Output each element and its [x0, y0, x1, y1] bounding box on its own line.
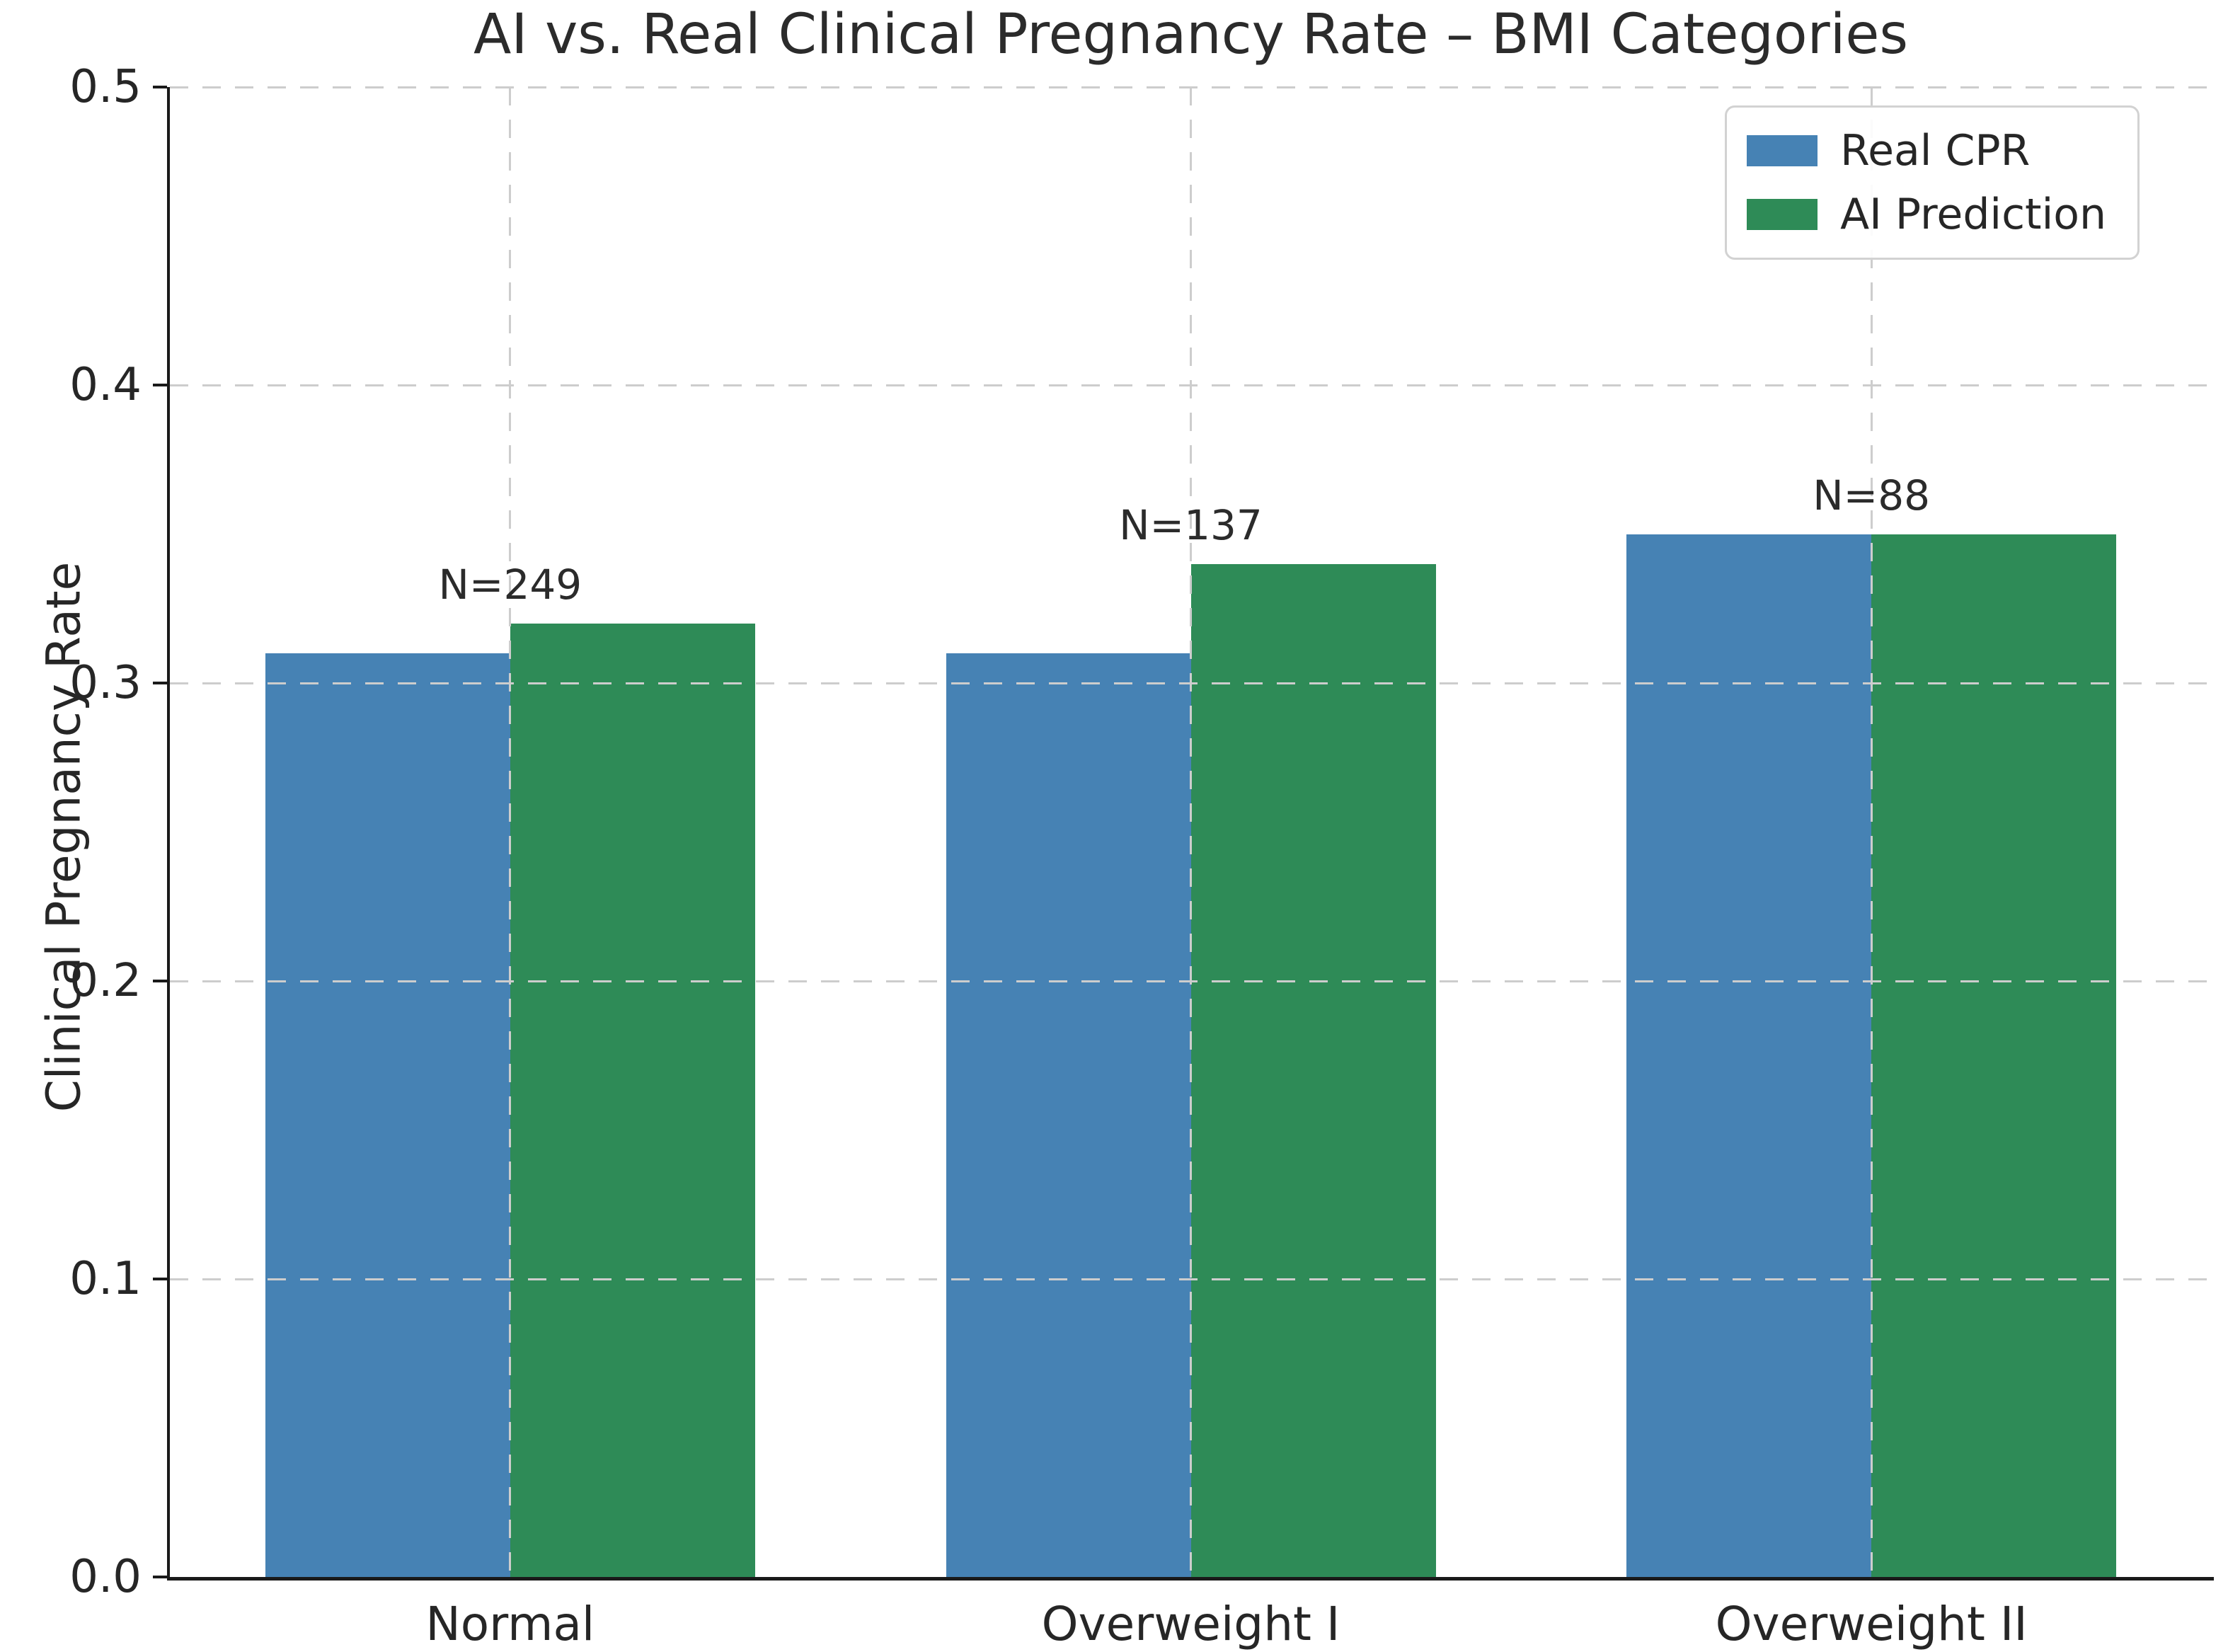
x-gridline-Overweight II [1870, 87, 1873, 1577]
legend-item-ai-prediction: AI Prediction [1747, 190, 2106, 239]
x-axis-label-Overweight II: Overweight II [1715, 1597, 2028, 1651]
legend-label-real-cpr: Real CPR [1840, 126, 2031, 176]
y-tick-mark-0.0 [153, 1576, 167, 1578]
bar-real-cpr-Normal [265, 653, 510, 1577]
legend-label-ai-prediction: AI Prediction [1840, 190, 2106, 239]
y-axis-spine [167, 87, 170, 1581]
legend-swatch-real-cpr [1747, 135, 1818, 166]
x-axis-label-Overweight I: Overweight I [1041, 1597, 1340, 1651]
y-tick-label-0.3: 0.3 [69, 657, 142, 709]
y-tick-mark-0.5 [153, 86, 167, 88]
y-tick-label-0.0: 0.0 [69, 1551, 142, 1603]
y-tick-label-0.5: 0.5 [69, 61, 142, 113]
legend-item-real-cpr: Real CPR [1747, 126, 2106, 176]
bar-real-cpr-Overweight II [1626, 534, 1872, 1577]
annotation-N=249: N=249 [438, 560, 582, 609]
legend: Real CPR AI Prediction [1725, 105, 2140, 260]
bar-ai-prediction-Overweight I [1190, 563, 1436, 1577]
legend-swatch-ai-prediction [1747, 199, 1818, 230]
x-axis-label-Normal: Normal [425, 1597, 595, 1651]
bar-ai-prediction-Overweight II [1871, 534, 2117, 1577]
annotation-N=137: N=137 [1119, 500, 1263, 549]
x-gridline-Normal [509, 87, 512, 1577]
chart-title: AI vs. Real Clinical Pregnancy Rate – BM… [473, 3, 1909, 67]
y-tick-mark-0.2 [153, 980, 167, 982]
annotation-N=88: N=88 [1813, 471, 1931, 520]
x-gridline-Overweight I [1190, 87, 1192, 1577]
y-tick-mark-0.4 [153, 384, 167, 386]
y-tick-label-0.4: 0.4 [69, 359, 142, 411]
plot-area: Real CPR AI Prediction N=249 N=137 N=88 [170, 86, 2212, 1577]
y-axis-label: Clinical Pregnancy Rate [36, 561, 91, 1113]
y-tick-mark-0.3 [153, 682, 167, 684]
bar-ai-prediction-Normal [510, 623, 755, 1577]
y-tick-label-0.2: 0.2 [69, 955, 142, 1007]
x-axis-spine [167, 1577, 2214, 1581]
bar-real-cpr-Overweight I [946, 653, 1191, 1577]
y-tick-mark-0.1 [153, 1278, 167, 1280]
y-tick-label-0.1: 0.1 [69, 1253, 142, 1305]
